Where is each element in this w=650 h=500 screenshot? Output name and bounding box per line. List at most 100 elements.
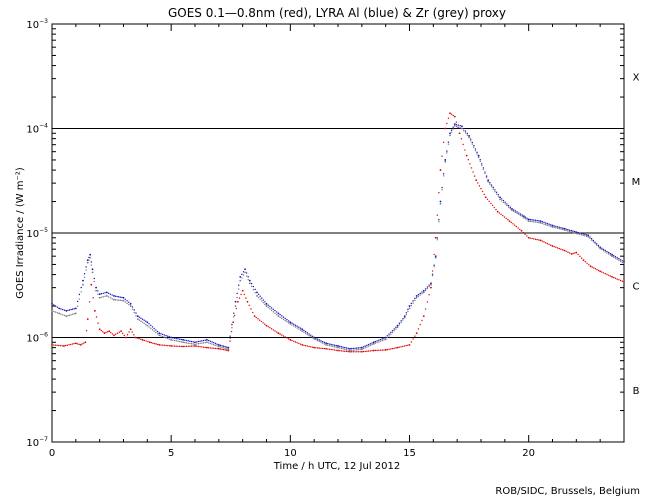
data-point-interp: [269, 305, 271, 308]
data-point-interp: [165, 337, 167, 339]
data-point-interp: [455, 124, 458, 126]
data-point-interp: [374, 342, 377, 344]
data-point-interp: [156, 333, 159, 335]
data-point-interp: [153, 327, 155, 330]
data-point-interp: [357, 349, 360, 351]
data-point-interp: [609, 275, 612, 277]
data-point-interp: [53, 304, 55, 306]
data-point-interp: [259, 295, 261, 297]
data-point-interp: [78, 343, 80, 346]
data-point-interp: [116, 299, 118, 301]
data-point-interp: [184, 341, 186, 344]
data-point-interp: [483, 193, 485, 196]
data-point-interp: [189, 340, 191, 342]
data-point-interp: [140, 320, 142, 322]
data-point-interp: [242, 271, 245, 273]
data-point: [487, 180, 490, 183]
data-point: [84, 341, 87, 344]
data-point: [360, 346, 363, 349]
data-point-interp: [573, 232, 576, 234]
data-point-interp: [318, 347, 320, 349]
data-point-interp: [544, 242, 547, 244]
data-point-interp: [498, 212, 501, 214]
data-point-interp: [242, 274, 245, 276]
data-point-interp: [381, 338, 383, 340]
data-point-interp: [502, 201, 505, 204]
data-point-interp: [345, 347, 348, 349]
data-point-interp: [153, 330, 155, 332]
data-point-interp: [332, 349, 334, 351]
data-point-interp: [270, 307, 273, 309]
data-point-interp: [204, 339, 206, 341]
data-point-interp: [505, 217, 507, 220]
data-point-interp: [607, 251, 610, 254]
data-point-interp: [209, 340, 212, 342]
data-point-interp: [512, 223, 514, 225]
data-point: [313, 336, 316, 339]
data-point-interp: [568, 229, 571, 231]
data-point: [91, 271, 94, 274]
data-point-interp: [261, 297, 263, 299]
data-point-interp: [536, 219, 538, 222]
data-point: [182, 338, 184, 341]
data-point: [158, 332, 161, 335]
data-point-interp: [497, 194, 500, 196]
data-point: [241, 289, 244, 292]
data-point-interp: [306, 332, 309, 334]
data-point: [468, 136, 470, 139]
x-axis-label: Time / h UTC, 12 Jul 2012: [273, 461, 401, 472]
data-point-interp: [199, 342, 201, 345]
data-point-interp: [580, 232, 583, 235]
data-point-interp: [614, 257, 617, 259]
data-point-interp: [588, 264, 590, 266]
data-point-interp: [405, 312, 408, 314]
data-point: [95, 289, 97, 292]
data-point-interp: [95, 316, 98, 318]
data-point-interp: [379, 349, 382, 351]
data-point-interp: [519, 228, 521, 231]
data-point: [551, 245, 554, 247]
data-point-interp: [304, 330, 307, 333]
data-point-interp: [364, 350, 366, 353]
data-point: [227, 348, 230, 351]
flare-class-label: X: [633, 72, 640, 83]
y-tick-label: 10−3: [26, 18, 48, 31]
data-point: [234, 300, 237, 303]
data-point: [265, 302, 268, 305]
data-point-interp: [335, 349, 337, 351]
data-point: [453, 115, 456, 118]
data-point-interp: [255, 316, 257, 319]
data-point-interp: [56, 312, 59, 314]
data-point-interp: [111, 294, 113, 296]
data-point-interp: [63, 309, 66, 311]
data-point-interp: [269, 308, 271, 310]
data-point-interp: [321, 347, 324, 350]
data-point-interp: [501, 200, 503, 202]
data-point: [539, 221, 542, 224]
data-point-interp: [315, 339, 317, 341]
data-point: [453, 123, 456, 126]
data-point-interp: [529, 218, 532, 221]
data-point-interp: [517, 227, 519, 229]
data-point-interp: [339, 345, 341, 348]
data-point-interp: [495, 191, 498, 194]
data-point-interp: [197, 345, 200, 348]
data-point: [217, 347, 220, 350]
data-point-interp: [619, 279, 622, 282]
y-tick-label: 10−6: [26, 332, 48, 345]
data-point-interp: [492, 188, 494, 190]
data-point: [360, 348, 363, 351]
data-point: [396, 346, 399, 349]
data-point-interp: [53, 344, 55, 346]
data-point-interp: [145, 323, 147, 326]
data-point-interp: [558, 226, 561, 229]
data-point-interp: [450, 131, 453, 133]
data-point-interp: [207, 347, 210, 349]
data-point-interp: [293, 323, 295, 325]
data-point-interp: [296, 325, 298, 327]
data-point-interp: [116, 332, 119, 334]
data-point: [122, 299, 125, 302]
data-point-interp: [340, 347, 343, 350]
data-point-interp: [202, 342, 205, 344]
data-point-interp: [62, 308, 64, 311]
